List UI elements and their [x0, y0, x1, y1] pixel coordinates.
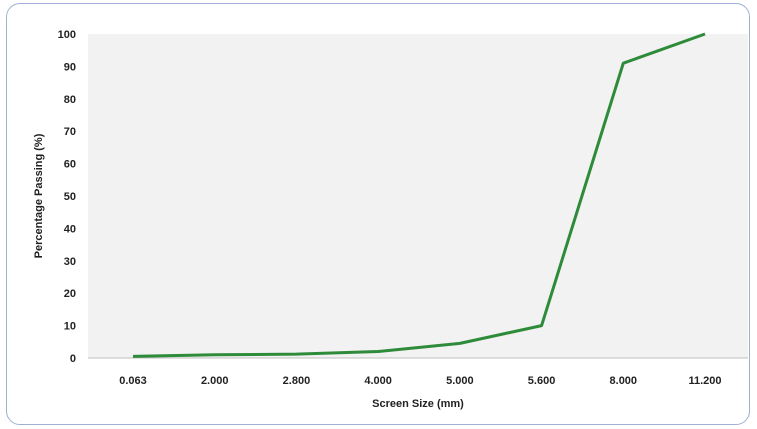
x-axis-title: Screen Size (mm) [372, 398, 464, 410]
x-tick-labels: 0.063 2.000 2.800 4.000 5.000 5.600 8.000 11.20… [119, 375, 721, 387]
y-tick-labels: 0 10 20 30 40 50 60 70 80 90 100 [58, 29, 76, 365]
x-tick-label: 5.600 [528, 375, 556, 387]
y-tick-label: 50 [64, 191, 76, 203]
x-tick-label: 0.063 [119, 375, 147, 387]
x-tick-label: 11.200 [688, 375, 721, 387]
y-tick-label: 10 [64, 321, 76, 333]
y-tick-label: 70 [64, 126, 76, 138]
plot-area [88, 34, 748, 358]
x-tick-label: 8.000 [610, 375, 638, 387]
y-tick-label: 30 [64, 256, 76, 268]
x-tick-label: 4.000 [364, 375, 392, 387]
y-axis-title: Percentage Passing (%) [33, 133, 45, 258]
y-tick-label: 100 [58, 29, 76, 41]
y-tick-label: 60 [64, 159, 76, 171]
x-tick-label: 5.000 [446, 375, 474, 387]
y-tick-label: 80 [64, 94, 76, 106]
x-tick-label: 2.800 [283, 375, 311, 387]
y-tick-label: 40 [64, 223, 76, 235]
x-tick-label: 2.000 [201, 375, 229, 387]
y-tick-label: 90 [64, 61, 76, 73]
y-tick-label: 20 [64, 288, 76, 300]
series-line [132, 32, 706, 358]
y-tick-label: 0 [70, 353, 76, 365]
